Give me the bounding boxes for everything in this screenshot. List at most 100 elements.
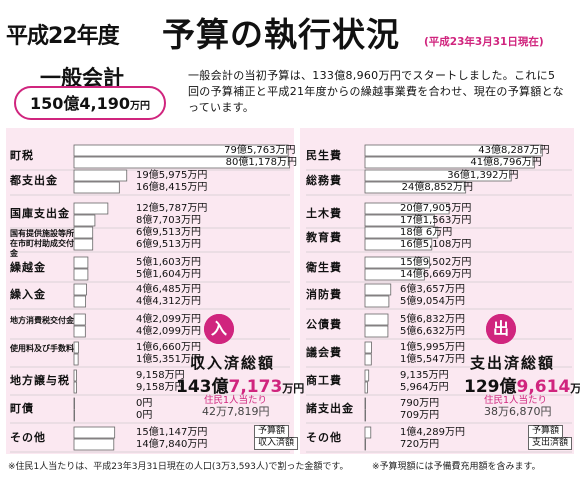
revenue-category-label: 都支出金 [10,174,58,187]
expenditure-value-label: 6億3,657万円 [400,284,465,295]
revenue-value-label: 16億8,415万円 [136,182,208,193]
expenditure-value-label: 41億8,796万円 [470,157,542,168]
expenditure-bar-actual [364,156,535,169]
expenditure-value-label: 5億6,832万円 [400,314,465,325]
expenditure-bar-actual [364,295,390,308]
intro-text: 一般会計の当初予算は、133億8,960万円でスタートしました。これに5回の予算… [188,69,564,114]
revenue-bar-actual [73,381,77,394]
expenditure-bar-budget [364,426,372,439]
expenditure-legend-spent: 支出済額 [528,437,573,450]
expenditure-value-label: 20億7,905万円 [400,203,472,214]
expenditure-bar-actual [364,214,435,227]
expenditure-category-label: 民生費 [306,149,342,162]
expenditure-bar-budget [364,144,543,157]
expenditure-value-label: 709万円 [400,410,440,421]
revenue-value-label: 80億1,178万円 [225,157,297,168]
revenue-bar-budget [73,397,75,410]
expenditure-category-label: 議会費 [306,346,342,359]
expenditure-summary-amount: 129億9,614万円 [464,377,580,397]
revenue-category-label: 繰越金 [10,261,46,274]
expenditure-value-label: 5億6,632万円 [400,326,465,337]
expenditure-bar-budget [364,369,370,382]
expenditure-value-label: 720万円 [400,439,440,450]
revenue-bar-actual [73,295,87,308]
revenue-category-label: 地方譲与税 [10,374,70,387]
expenditure-bar-budget [364,313,389,326]
revenue-bar-actual [73,268,89,281]
revenue-badge-char-2: 入 [204,314,234,344]
revenue-per-capita: 42万7,819円 [202,405,270,418]
expenditure-value-label: 14億6,669万円 [400,269,472,280]
revenue-value-label: 4億2,099万円 [136,314,201,325]
revenue-category-label: 町税 [10,149,34,162]
revenue-bar-budget [73,369,77,382]
revenue-bar-actual [73,325,86,338]
revenue-per-capita-label: 住民1人当たり [204,395,268,406]
revenue-value-label: 15億1,147万円 [136,427,208,438]
expenditure-bar-budget [364,169,512,182]
revenue-bar-actual [73,353,79,366]
expenditure-value-label: 5億9,054万円 [400,296,465,307]
expenditure-category-label: その他 [306,431,342,444]
expenditure-bar-actual [364,438,366,451]
as-of-date: (平成23年3月31日現在) [424,36,544,48]
revenue-value-label: 9,158万円 [136,370,185,381]
revenue-bar-actual [73,409,75,422]
revenue-value-label: 9,158万円 [136,382,185,393]
revenue-bar-budget [73,256,89,269]
expenditure-category-label: 商工費 [306,374,342,387]
revenue-value-label: 5億1,603万円 [136,257,201,268]
expenditure-category-label: 公債費 [306,318,342,331]
expenditure-badge-char-2: 出 [486,314,516,344]
revenue-bar-budget [73,169,128,182]
expenditure-category-label: 衛生費 [306,261,342,274]
expenditure-summary-title: 支出済総額 [470,354,556,372]
revenue-panel [6,128,294,454]
expenditure-value-label: 9,135万円 [400,370,449,381]
revenue-value-label: 6億9,513万円 [136,227,201,238]
expenditure-value-label: 17億1,563万円 [400,215,472,226]
revenue-summary-amount: 143億7,173万円 [176,377,305,397]
revenue-bar-budget [73,341,79,354]
revenue-bar-budget [73,426,116,439]
revenue-category-label: 国有提供施設等所在市町村助成交付金 [10,229,74,258]
expenditure-bar-budget [364,226,439,239]
expenditure-bar-budget [364,202,450,215]
revenue-bar-actual [73,238,94,251]
revenue-bar-actual [73,156,291,169]
expenditure-value-label: 36億1,392万円 [447,170,519,181]
footer-note-right: ※予算現額には予備費充用額を含みます。 [372,462,541,472]
expenditure-value-label: 43億8,287万円 [478,145,550,156]
revenue-value-label: 4億2,099万円 [136,326,201,337]
revenue-value-label: 4億4,312万円 [136,296,201,307]
revenue-bar-budget [73,283,87,296]
revenue-value-label: 4億6,485万円 [136,284,201,295]
revenue-category-label: 使用料及び手数料 [10,344,74,353]
expenditure-per-capita-label: 住民1人当たり [484,395,548,406]
expenditure-value-label: 16億5,108万円 [400,239,472,250]
revenue-bar-actual [73,181,120,194]
revenue-value-label: 1億6,660万円 [136,342,201,353]
expenditure-value-label: 5,964万円 [400,382,449,393]
expenditure-bar-actual [364,409,366,422]
revenue-value-label: 6億9,513万円 [136,239,201,250]
revenue-value-label: 19億5,975万円 [136,170,208,181]
revenue-bar-budget [73,313,86,326]
expenditure-bar-actual [364,381,368,394]
expenditure-bar-budget [364,256,430,269]
page-title: 予算の執行状況 [162,15,400,54]
expenditure-value-label: 24億8,852万円 [401,182,474,193]
expenditure-value-label: 1億5,547万円 [400,354,465,365]
expenditure-bar-budget [364,283,392,296]
expenditure-category-label: 土木費 [306,207,342,220]
revenue-bar-budget [73,226,94,239]
general-account-oval [14,86,166,120]
revenue-value-label: 5億1,604万円 [136,269,201,280]
revenue-value-label: 1億5,351万円 [136,354,201,365]
expenditure-value-label: 15億9,502万円 [400,257,472,268]
revenue-bar-actual [73,214,96,227]
fiscal-year: 平成22年度 [6,24,120,49]
revenue-legend-received: 収入済額 [254,437,299,450]
expenditure-category-label: 教育費 [306,231,342,244]
